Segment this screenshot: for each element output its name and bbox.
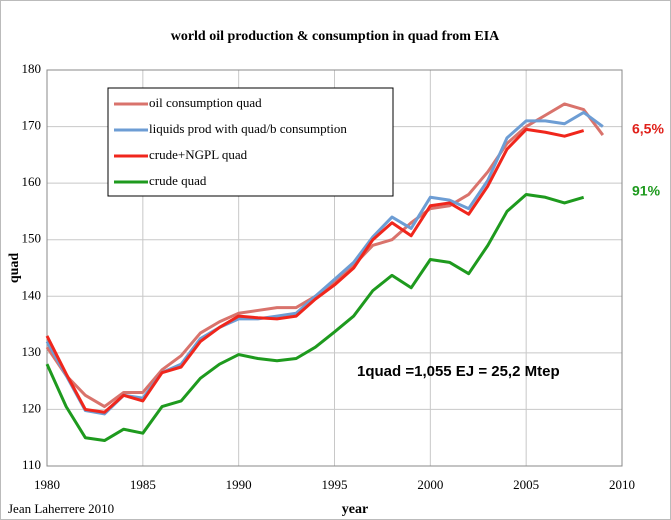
y-axis-label: quad: [7, 253, 22, 284]
legend-box: [107, 87, 394, 197]
series-line: [45, 192, 585, 443]
chart-title: world oil production & consumption in qu…: [171, 29, 500, 44]
series-line: [45, 127, 585, 414]
y-tick-label: 160: [22, 174, 42, 189]
annotation: Jean Laherrere 2010: [8, 501, 114, 516]
x-tick-label: 2005: [513, 477, 539, 492]
x-tick-label: 2010: [609, 477, 635, 492]
x-tick-label: 1980: [34, 477, 60, 492]
y-tick-label: 150: [22, 231, 42, 246]
annotation: 91%: [632, 183, 661, 199]
x-tick-label: 1985: [130, 477, 156, 492]
annotation: 1quad =1,055 EJ = 25,2 Mtep: [357, 363, 560, 380]
y-tick-label: 130: [22, 344, 42, 359]
x-tick-label: 2000: [417, 477, 443, 492]
x-tick-label: 1995: [322, 477, 348, 492]
legend-label: crude+NGPL quad: [149, 147, 248, 162]
series-line: [45, 110, 604, 416]
y-tick-label: 120: [22, 400, 42, 415]
legend-label: oil consumption quad: [149, 95, 262, 110]
x-tick-label: 1990: [226, 477, 252, 492]
x-axis-label: year: [342, 502, 368, 517]
legend-label: liquids prod with quad/b consumption: [149, 121, 347, 136]
annotation: 6,5%: [632, 121, 664, 137]
plot-border: [46, 69, 623, 467]
legend-label: crude quad: [149, 173, 207, 188]
y-tick-label: 140: [22, 287, 42, 302]
y-tick-label: 170: [22, 118, 42, 133]
y-tick-label: 180: [22, 61, 42, 76]
y-tick-label: 110: [22, 457, 41, 472]
